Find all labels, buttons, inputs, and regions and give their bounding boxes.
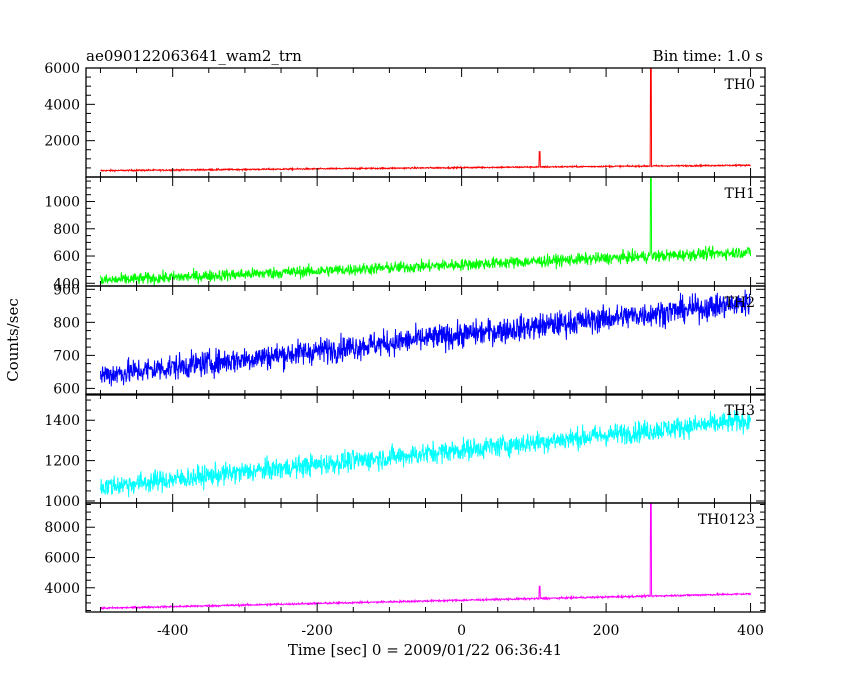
panels-group: 200040006000TH04006008001000TH1600700800… [44, 61, 766, 639]
y-tick-label: 6000 [44, 61, 80, 77]
x-tick-label: 400 [737, 623, 764, 639]
series-line-th0123 [100, 502, 752, 611]
panel-th0: 2000 4000 6000 TH0 [44, 61, 766, 178]
panel-label-th2: TH2 [725, 295, 755, 311]
x-axis-label: Time [sec] 0 = 2009/01/22 06:36:41 [288, 641, 562, 659]
panel-th3: 1000 1200 1400 TH3 [44, 393, 766, 510]
y-tick-label: 1000 [44, 195, 80, 211]
y-tick-label: 900 [53, 282, 80, 298]
x-tick-label: -400 [157, 623, 188, 639]
panel-th0123: 4000 6000 8000 TH0123 [44, 502, 766, 613]
x-tick-label: 200 [593, 623, 620, 639]
series-line-th2 [99, 289, 752, 387]
y-axis-label: Counts/sec [4, 298, 22, 382]
x-tick-label: -200 [301, 623, 332, 639]
y-tick-label: 600 [53, 249, 80, 265]
y-tick-label: 700 [53, 348, 80, 364]
y-tick-label: 800 [53, 222, 80, 238]
panel-th2: 600 700 800 900 TH2 [53, 282, 766, 397]
y-tick-label: 1400 [44, 413, 80, 429]
panel-frame [85, 67, 766, 178]
panel-label-th0123: TH0123 [698, 512, 755, 528]
panel-th1: 400 600 800 1000 TH1 [44, 176, 766, 292]
y-tick-label: 800 [53, 315, 80, 331]
chart-title: ae090122063641_wam2_trn [86, 47, 302, 65]
y-tick-label: 2000 [44, 134, 80, 150]
panel-label-th0: TH0 [725, 77, 755, 93]
y-tick-label: 4000 [44, 581, 80, 597]
y-tick-label: 1000 [44, 494, 80, 510]
y-tick-label: 4000 [44, 97, 80, 113]
panel-label-th3: TH3 [725, 403, 755, 419]
panel-frame [85, 176, 766, 287]
y-tick-label: 1200 [44, 454, 80, 470]
series-line-th1 [99, 176, 752, 286]
bin-time-label: Bin time: 1.0 s [653, 47, 763, 65]
y-tick-label: 400 [53, 276, 80, 292]
y-tick-label: 8000 [44, 520, 80, 536]
series-line-th3 [99, 410, 752, 498]
y-tick-label: 6000 [44, 551, 80, 567]
panel-frame [85, 285, 766, 396]
panel-label-th1: TH1 [725, 186, 755, 202]
x-tick-label: 0 [457, 623, 466, 639]
series-line-th0 [100, 67, 751, 173]
y-tick-label: 600 [53, 381, 80, 397]
